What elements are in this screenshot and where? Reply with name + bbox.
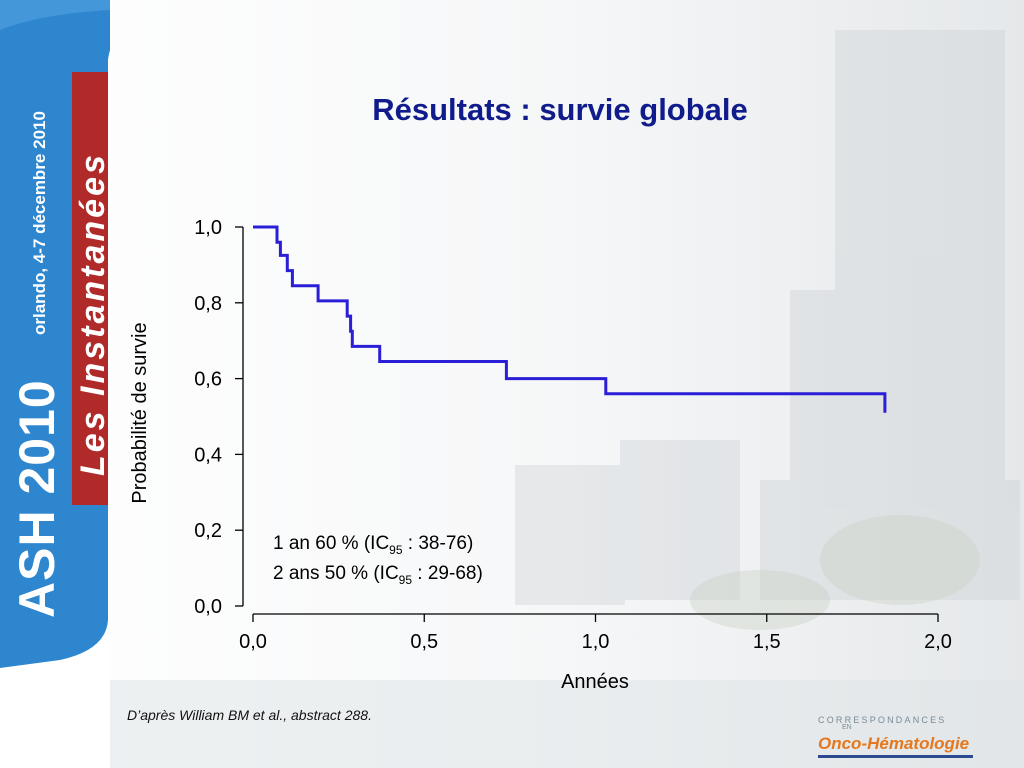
source-citation: D’après William BM et al., abstract 288.: [127, 707, 372, 723]
journal-logo: CORRESPONDANCES EN Onco-Hématologie: [818, 715, 1008, 758]
y-tick-label: 0,8: [194, 293, 222, 315]
x-tick-label: 0,5: [410, 631, 438, 653]
conference-banner: [0, 0, 110, 768]
y-tick-label: 0,0: [194, 596, 222, 618]
logo-small-text: EN: [842, 724, 852, 731]
y-tick-label: 0,4: [194, 444, 222, 466]
x-tick-label: 1,0: [582, 631, 610, 653]
y-tick-label: 0,6: [194, 369, 222, 391]
logo-top-text: CORRESPONDANCES: [818, 715, 947, 725]
logo-bottom-text: Onco-Hématologie: [818, 734, 970, 753]
x-axis-label: Années: [561, 671, 629, 693]
annotation-2-years: 2 ans 50 % (IC95 : 29-68): [273, 563, 483, 587]
y-tick-label: 0,2: [194, 520, 222, 542]
slide-title: Résultats : survie globale: [372, 92, 748, 127]
survival-curve: [253, 225, 887, 413]
y-axis-label: Probabilité de survie: [129, 322, 151, 503]
x-tick-label: 2,0: [924, 631, 952, 653]
logo-underline: [818, 755, 973, 758]
x-tick-label: 1,5: [753, 631, 781, 653]
y-tick-label: 1,0: [194, 217, 222, 239]
annotation-1-year: 1 an 60 % (IC95 : 38-76): [273, 533, 474, 557]
x-tick-label: 0,0: [239, 631, 267, 653]
